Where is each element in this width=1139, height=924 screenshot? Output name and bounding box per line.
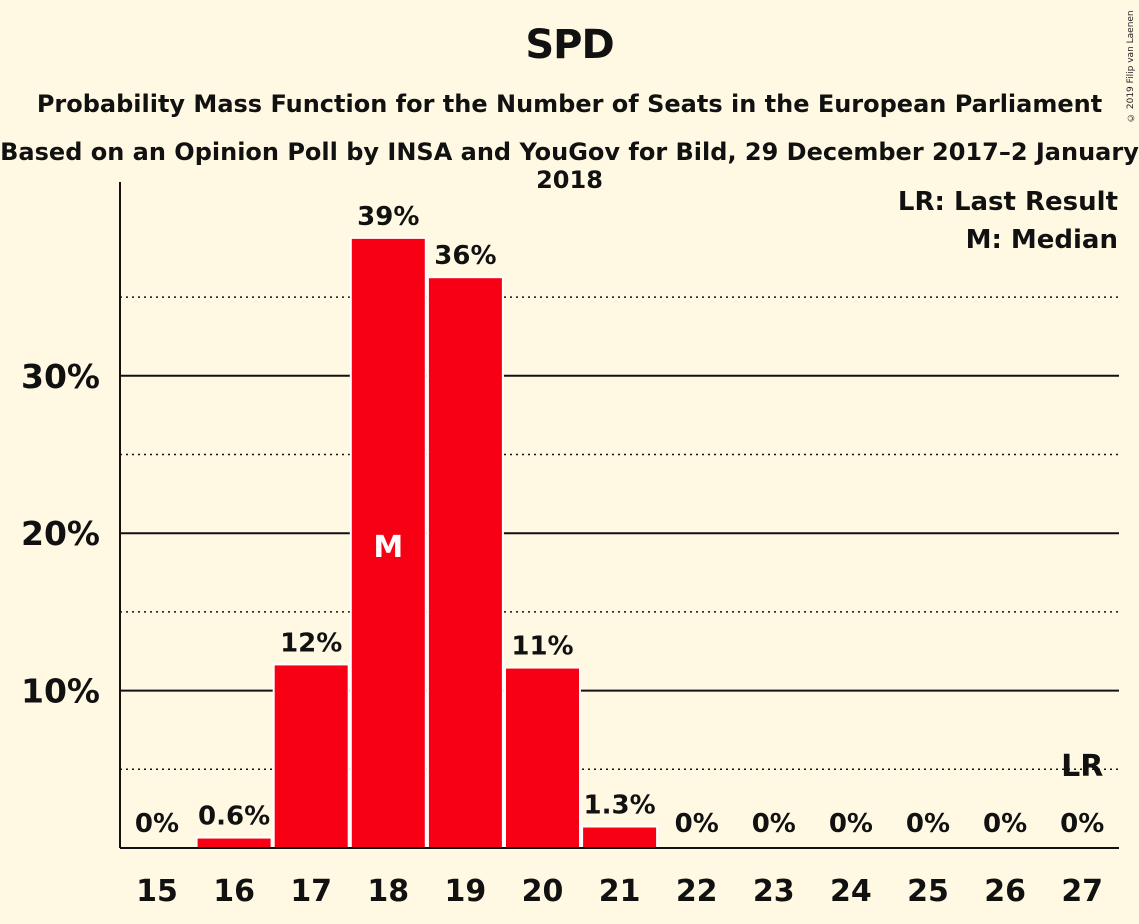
data-label: 0%	[983, 809, 1027, 839]
data-label: 0%	[675, 809, 719, 839]
data-label: 0%	[829, 809, 873, 839]
data-label: 0.6%	[198, 802, 270, 832]
data-label: 0%	[135, 809, 179, 839]
x-tick-label: 25	[907, 874, 949, 909]
chart-source-subtitle: Based on an Opinion Poll by INSA and You…	[0, 138, 1139, 194]
data-label: 0%	[906, 809, 950, 839]
x-tick-label: 20	[522, 874, 564, 909]
legend-entry: LR: Last Result	[898, 187, 1118, 217]
bar-21	[583, 827, 657, 848]
chart-title: SPD	[525, 22, 614, 68]
median-marker: M	[373, 530, 403, 565]
bar-17	[274, 665, 348, 848]
x-tick-label: 17	[290, 874, 332, 909]
x-tick-label: 18	[367, 874, 409, 909]
data-label: 36%	[434, 241, 496, 271]
x-tick-label: 22	[676, 874, 718, 909]
bar-20	[506, 668, 579, 848]
bar-19	[428, 278, 502, 848]
chart-subtitle: Probability Mass Function for the Number…	[36, 90, 1103, 118]
x-tick-label: 21	[599, 874, 641, 909]
x-tick-label: 26	[984, 874, 1026, 909]
x-tick-label: 16	[213, 874, 255, 909]
y-tick-label: 20%	[21, 514, 100, 553]
last-result-marker: LR	[1061, 749, 1103, 784]
legend-entry: M: Median	[966, 225, 1118, 255]
data-label: 12%	[280, 628, 342, 658]
x-tick-label: 19	[445, 874, 487, 909]
data-label: 39%	[357, 202, 419, 232]
bar-16	[197, 838, 271, 848]
data-label: 11%	[511, 632, 573, 662]
x-tick-label: 24	[830, 874, 872, 909]
bar-18	[351, 238, 425, 848]
y-tick-label: 10%	[21, 672, 100, 711]
x-tick-label: 15	[136, 874, 178, 909]
data-label: 0%	[1060, 809, 1104, 839]
data-label: 1.3%	[584, 791, 656, 821]
x-tick-label: 23	[753, 874, 795, 909]
x-tick-label: 27	[1061, 874, 1103, 909]
data-label: 0%	[752, 809, 796, 839]
y-tick-label: 30%	[21, 357, 100, 396]
